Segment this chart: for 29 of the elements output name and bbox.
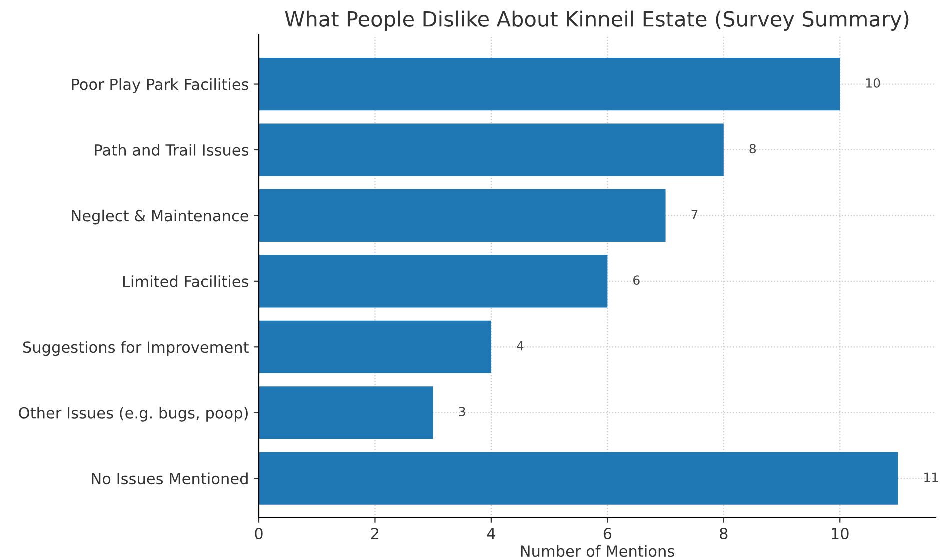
y-tick-label: Neglect & Maintenance — [72, 210, 248, 225]
bar — [259, 386, 434, 440]
x-tick-label: 2 — [371, 528, 379, 540]
x-tick-label: 8 — [720, 528, 728, 540]
y-tick-label: Limited Facilities — [123, 276, 249, 288]
data-label: 10 — [866, 78, 880, 88]
bar — [259, 124, 724, 176]
bar — [259, 452, 898, 505]
y-tick-label: Poor Play Park Facilities — [72, 78, 249, 94]
x-tick-label: 10 — [832, 528, 849, 540]
bar — [259, 320, 492, 374]
bar — [259, 189, 666, 242]
data-label: 4 — [517, 341, 524, 351]
data-label: 7 — [692, 210, 698, 220]
data-label: 3 — [459, 407, 466, 416]
bar — [259, 58, 840, 111]
x-tick-label: 6 — [604, 528, 612, 540]
y-tick-label: Suggestions for Improvement — [23, 341, 249, 356]
x-tick-label: 0 — [255, 528, 263, 540]
data-label: 11 — [924, 472, 938, 482]
x-axis-title: Number of Mentions — [521, 545, 674, 557]
bar — [259, 255, 608, 308]
y-tick-label: No Issues Mentioned — [92, 472, 248, 485]
chart-title: What People Dislike About Kinneil Estate (Survey Summary) — [285, 10, 909, 31]
data-label: 8 — [750, 144, 756, 154]
x-tick-label: 4 — [487, 528, 496, 540]
data-label: 6 — [634, 276, 640, 286]
y-tick-label: Path and Trail Issues — [95, 144, 249, 156]
y-tick-label: Other Issues (e.g. bugs, poop) — [19, 407, 248, 422]
